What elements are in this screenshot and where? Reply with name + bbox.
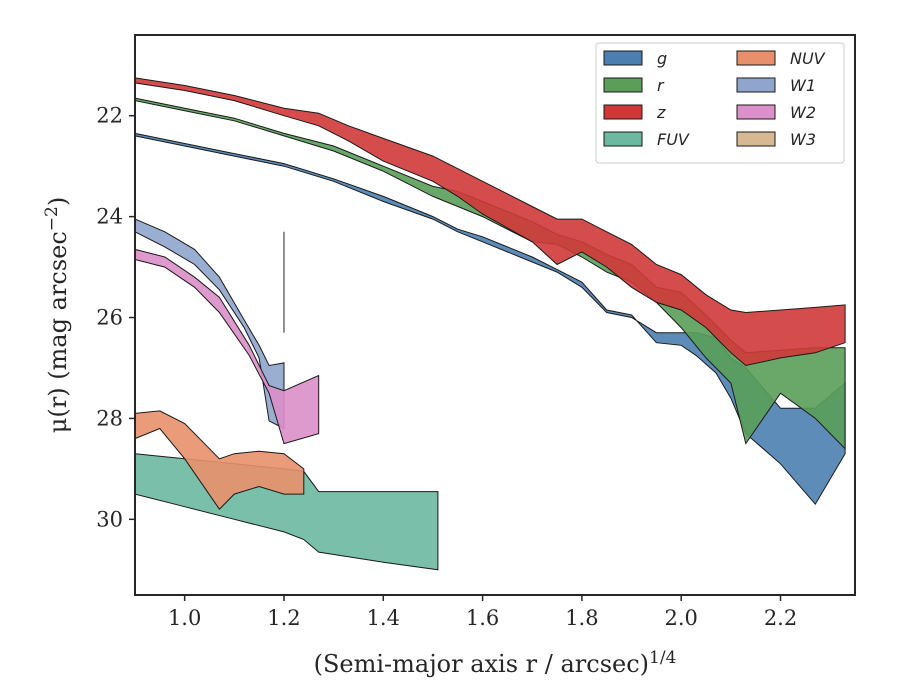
x-axis-ticks: 1.0 1.2 1.4 1.6 1.8 2.0 2.2	[168, 595, 797, 630]
legend-label-w2: W2	[790, 103, 816, 122]
x-tick-label: 1.2	[267, 606, 300, 630]
series-band-z	[134, 77, 846, 367]
x-axis-title: (Semi-major axis r / arcsec)1/4	[314, 648, 677, 678]
x-tick-label: 1.0	[168, 606, 201, 630]
legend-box	[595, 42, 845, 164]
legend-label-w3: W3	[790, 130, 816, 149]
legend-label-r: r	[657, 76, 665, 95]
legend-label-w1: W1	[790, 76, 816, 95]
x-tick-label: 1.8	[565, 606, 598, 630]
legend-swatch-fuv	[603, 131, 643, 147]
legend-swatch-w2	[736, 104, 776, 120]
series-band-w1	[134, 218, 285, 430]
legend-swatch-g	[603, 50, 643, 66]
y-axis-title: μ(r) (mag arcsec−2)	[42, 197, 72, 433]
legend: grz FUV NUV W1 W2 W3	[595, 42, 845, 164]
y-tick-label: 24	[96, 205, 123, 229]
series-layer	[134, 77, 846, 571]
legend-swatch-r	[603, 77, 643, 93]
series-band-nuv	[134, 410, 305, 510]
legend-label-z: z	[656, 103, 666, 122]
y-tick-label: 22	[96, 104, 123, 128]
x-tick-label: 1.4	[367, 606, 400, 630]
y-axis-ticks: 22 24 26 28 30	[96, 104, 135, 531]
y-tick-label: 26	[96, 306, 123, 330]
legend-label-fuv: FUV	[657, 130, 690, 149]
series-band-w2	[134, 248, 320, 445]
x-tick-label: 1.6	[466, 606, 499, 630]
series-band-g	[134, 132, 846, 506]
x-tick-label: 2.0	[665, 606, 698, 630]
x-tick-label: 2.2	[764, 606, 797, 630]
legend-swatch-w1	[736, 77, 776, 93]
legend-label-g: g	[657, 49, 667, 68]
legend-swatch-z	[603, 104, 643, 120]
legend-swatch-nuv	[736, 50, 776, 66]
legend-label-nuv: NUV	[790, 49, 826, 68]
plot-frame	[134, 34, 856, 596]
legend-swatch-w3	[736, 131, 776, 147]
y-tick-label: 28	[96, 406, 123, 430]
y-tick-label: 30	[96, 507, 123, 531]
